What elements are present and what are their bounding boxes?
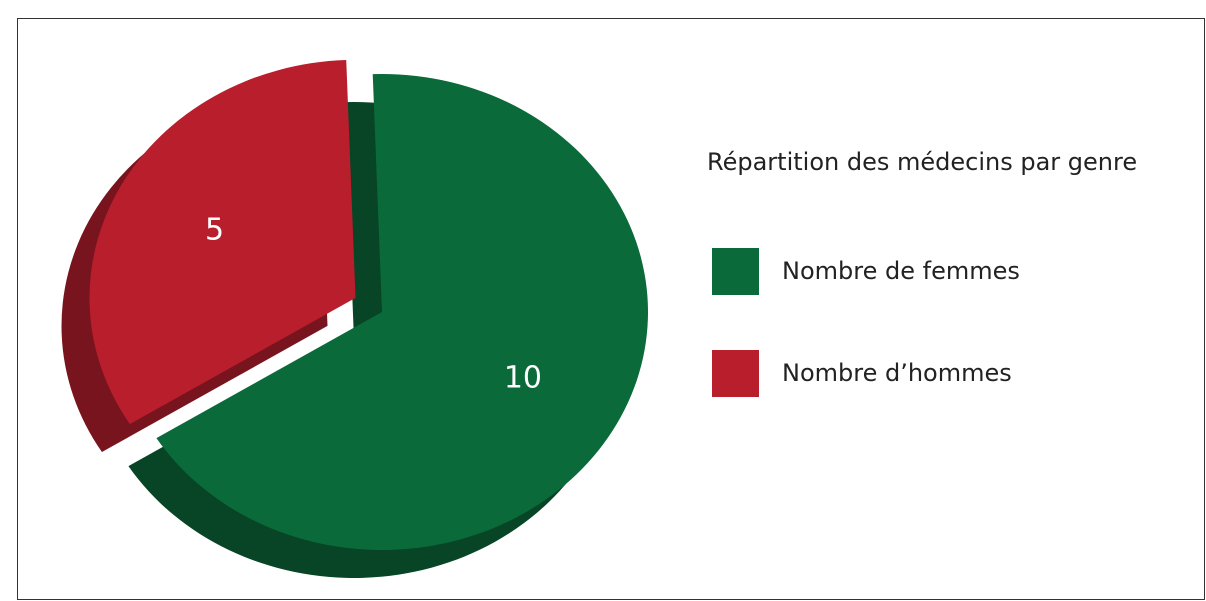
slice bbox=[156, 74, 648, 550]
data-label: 5 bbox=[205, 212, 224, 247]
legend-swatch bbox=[712, 350, 759, 397]
slice bbox=[89, 60, 356, 425]
legend-swatch bbox=[712, 248, 759, 295]
chart-title: Répartition des médecins par genre bbox=[707, 148, 1137, 176]
data-label: 10 bbox=[504, 361, 542, 396]
legend-label: Nombre d’hommes bbox=[782, 359, 1012, 387]
legend-label: Nombre de femmes bbox=[782, 257, 1020, 285]
